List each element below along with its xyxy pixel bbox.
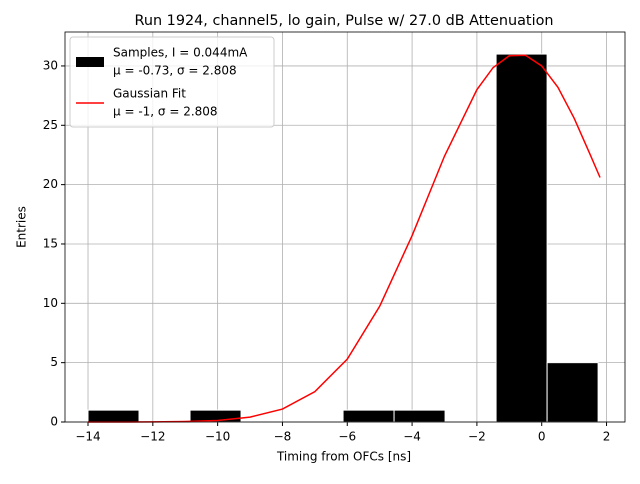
fit-line <box>88 54 601 423</box>
plot-frame <box>64 31 626 423</box>
histogram-bar <box>342 409 395 423</box>
legend-swatch <box>76 57 104 67</box>
y-tick-label: 10 <box>43 296 58 310</box>
legend-stats: μ = -0.73, σ = 2.808 <box>113 64 237 78</box>
x-tick-label: −10 <box>205 430 230 444</box>
chart-title: Run 1924, channel5, lo gain, Pulse w/ 27… <box>135 13 554 29</box>
histogram-bar <box>393 409 446 423</box>
y-tick-label: 25 <box>43 118 58 132</box>
x-tick-label: −8 <box>274 430 292 444</box>
y-tick-label: 5 <box>50 355 58 369</box>
y-axis-label: Entries <box>15 206 29 248</box>
y-tick-label: 15 <box>43 236 58 250</box>
x-tick-label: −2 <box>468 430 486 444</box>
y-tick-label: 20 <box>43 177 58 191</box>
histogram-bar <box>87 409 140 423</box>
x-tick-label: −14 <box>75 430 100 444</box>
x-tick-label: −12 <box>140 430 165 444</box>
x-tick-label: −4 <box>403 430 421 444</box>
histogram-bar <box>495 53 548 423</box>
y-tick-label: 0 <box>50 415 58 429</box>
x-tick-label: −6 <box>338 430 356 444</box>
histogram-bar <box>546 362 599 423</box>
x-tick-label: 0 <box>538 430 546 444</box>
x-tick-label: 2 <box>603 430 611 444</box>
legend-label: Samples, I = 0.044mA <box>113 46 248 60</box>
y-tick-label: 30 <box>43 58 58 72</box>
legend-stats: μ = -1, σ = 2.808 <box>113 105 218 119</box>
legend-box <box>69 36 275 128</box>
legend-label: Gaussian Fit <box>113 87 186 101</box>
x-axis-label: Timing from OFCs [ns] <box>276 450 411 464</box>
